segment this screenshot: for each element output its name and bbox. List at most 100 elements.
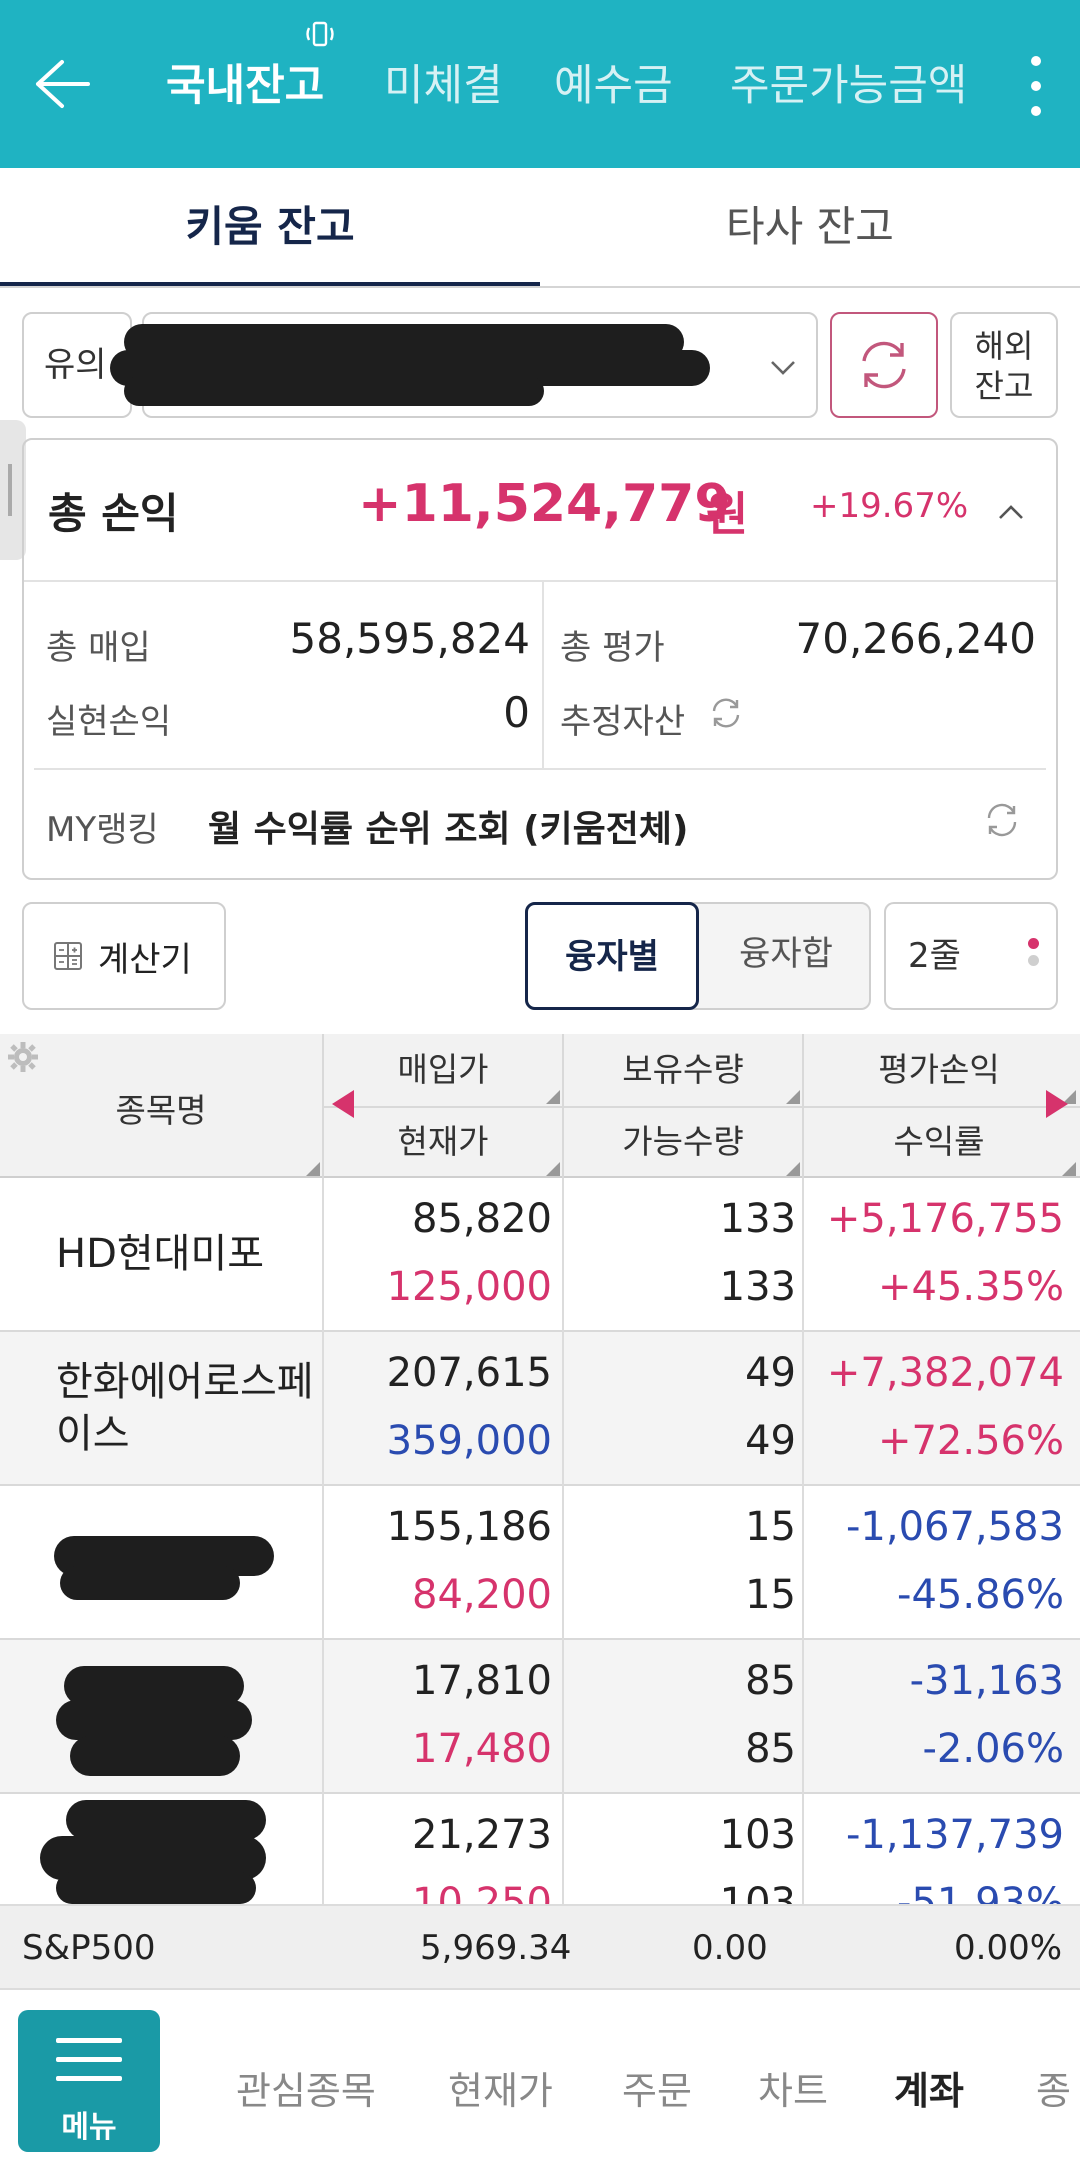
redaction-mark [70,1736,240,1776]
table-row[interactable]: 155,186 84,200 15 15 -1,067,583 -45.86% [0,1486,1080,1640]
total-pl-rate: +19.67% [810,486,969,526]
tab-order-available[interactable]: 주문가능금액 [730,61,968,111]
realized-pl-value: 0 [503,688,530,737]
col-header-available-qty[interactable]: 가능수량 [622,1122,744,1161]
calculator-button[interactable]: 계산기 [22,902,226,1010]
holding-qty: 49 [745,1350,796,1396]
balance-summary-card: 총 손익 +11,524,779 원 +19.67% 총 매입 58,595,8… [22,438,1058,880]
balance-subtabs: 키움 잔고 타사 잔고 [0,168,1080,288]
available-qty: 15 [745,1572,796,1618]
holding-qty: 133 [719,1196,796,1242]
return-rate: -2.06% [922,1726,1064,1772]
sort-corner-icon [546,1162,560,1176]
seg-by-loan[interactable]: 융자별 [525,902,699,1010]
return-rate: -45.86% [897,1572,1064,1618]
col-header-return-rate[interactable]: 수익률 [893,1122,985,1161]
sort-corner-icon [1062,1162,1076,1176]
column-scroll-right-icon[interactable] [1046,1090,1068,1118]
table-row[interactable]: 한화에어로스페이스 207,615 359,000 49 49 +7,382,0… [0,1332,1080,1486]
header-divider [324,1106,1080,1108]
stock-name: HD현대미포 [56,1231,265,1277]
chevron-up-icon[interactable] [996,498,1026,528]
estimated-assets-refresh-icon[interactable] [708,695,744,731]
tab-unfilled[interactable]: 미체결 [384,61,503,111]
overseas-balance-button[interactable]: 해외 잔고 [950,312,1058,418]
subtab-other-broker-balance[interactable]: 타사 잔고 [726,202,894,251]
summary-divider [34,768,1046,770]
side-drawer-handle[interactable] [0,420,26,560]
index-name: S&P500 [22,1928,156,1968]
tab-deposit[interactable]: 예수금 [554,61,673,111]
menu-button[interactable]: 메뉴 [18,2010,160,2152]
total-purchase-value: 58,595,824 [289,614,530,663]
sort-corner-icon [786,1090,800,1104]
sort-corner-icon [546,1090,560,1104]
eval-pl: +5,176,755 [826,1196,1064,1242]
nav-watchlist[interactable]: 관심종목 [236,2069,376,2113]
market-index-ticker[interactable]: S&P500 5,969.34 0.00 0.00% [0,1904,1080,1990]
col-header-purchase-price[interactable]: 매입가 [397,1050,489,1089]
my-ranking-label: MY랭킹 [46,810,159,850]
subtab-kiwoom-balance[interactable]: 키움 잔고 [0,168,540,286]
table-row[interactable]: 21,273 10,250 103 103 -1,137,739 -51.93% [0,1794,1080,1904]
total-eval-label: 총 평가 [560,628,665,668]
col-header-current-price[interactable]: 현재가 [397,1122,489,1161]
nav-account[interactable]: 계좌 [894,2069,964,2113]
table-row[interactable]: 17,810 17,480 85 85 -31,163 -2.06% [0,1640,1080,1794]
nav-current-price[interactable]: 현재가 [448,2069,553,2113]
column-scroll-left-icon[interactable] [332,1090,354,1118]
lines-label: 2줄 [908,936,961,976]
loan-view-toggle: 융자별 융자합 [525,902,871,1010]
back-button[interactable] [24,46,100,122]
total-pl-unit: 원 [706,487,749,541]
more-menu-button[interactable] [1018,50,1054,122]
realized-pl-label: 실현손익 [46,702,172,742]
more-dot-icon [1031,106,1041,116]
available-qty: 103 [719,1880,796,1904]
redaction-mark [60,1566,240,1600]
eval-pl: +7,382,074 [826,1350,1064,1396]
sort-corner-icon [306,1162,320,1176]
monthly-ranking-link[interactable]: 월 수익률 순위 조회 (키움전체) [208,809,689,850]
device-sync-icon [306,21,334,47]
current-price: 84,200 [412,1572,552,1618]
more-dot-icon [1031,81,1041,91]
header-divider [562,1034,564,1178]
col-header-name: 종목명 [115,1091,207,1130]
total-pl-header[interactable]: 총 손익 +11,524,779 원 +19.67% [24,440,1056,582]
nav-chart[interactable]: 차트 [758,2069,828,2113]
holding-qty: 103 [719,1812,796,1858]
seg-loan-sum[interactable]: 융자합 [739,934,833,974]
purchase-price: 155,186 [386,1504,552,1550]
index-change: 0.00 [692,1928,768,1968]
holdings-table-header: 종목명 매입가 현재가 보유수량 가능수량 평가손익 수익률 [0,1034,1080,1178]
holding-qty: 15 [745,1504,796,1550]
table-row[interactable]: HD현대미포 85,820 125,000 133 133 +5,176,755… [0,1178,1080,1332]
purchase-price: 207,615 [386,1350,552,1396]
redaction-mark [64,1666,244,1706]
stock-name: 한화에어로스페이스 [56,1359,314,1457]
ranking-refresh-icon[interactable] [982,800,1022,840]
sort-corner-icon [786,1162,800,1176]
col-header-eval-pl[interactable]: 평가손익 [878,1050,1000,1089]
available-qty: 133 [719,1264,796,1310]
nav-more[interactable]: 종 [1036,2069,1071,2113]
eval-pl: -1,067,583 [845,1504,1064,1550]
return-rate: +45.35% [877,1264,1064,1310]
purchase-price: 17,810 [412,1658,552,1704]
two-line-view-button[interactable]: 2줄 [884,902,1058,1010]
current-price: 17,480 [412,1726,552,1772]
gear-icon[interactable] [6,1040,40,1074]
calculator-label: 계산기 [98,939,192,980]
refresh-icon [862,341,906,389]
current-price: 125,000 [386,1264,552,1310]
index-rate: 0.00% [954,1928,1063,1968]
refresh-button[interactable] [830,312,938,418]
nav-order[interactable]: 주문 [622,2069,692,2113]
account-selector[interactable] [110,312,818,418]
redaction-mark [56,1700,252,1740]
summary-divider [542,582,544,768]
col-header-holding-qty[interactable]: 보유수량 [622,1050,744,1089]
tab-domestic-balance[interactable]: 국내잔고 [166,61,325,111]
calculator-icon [54,942,82,970]
